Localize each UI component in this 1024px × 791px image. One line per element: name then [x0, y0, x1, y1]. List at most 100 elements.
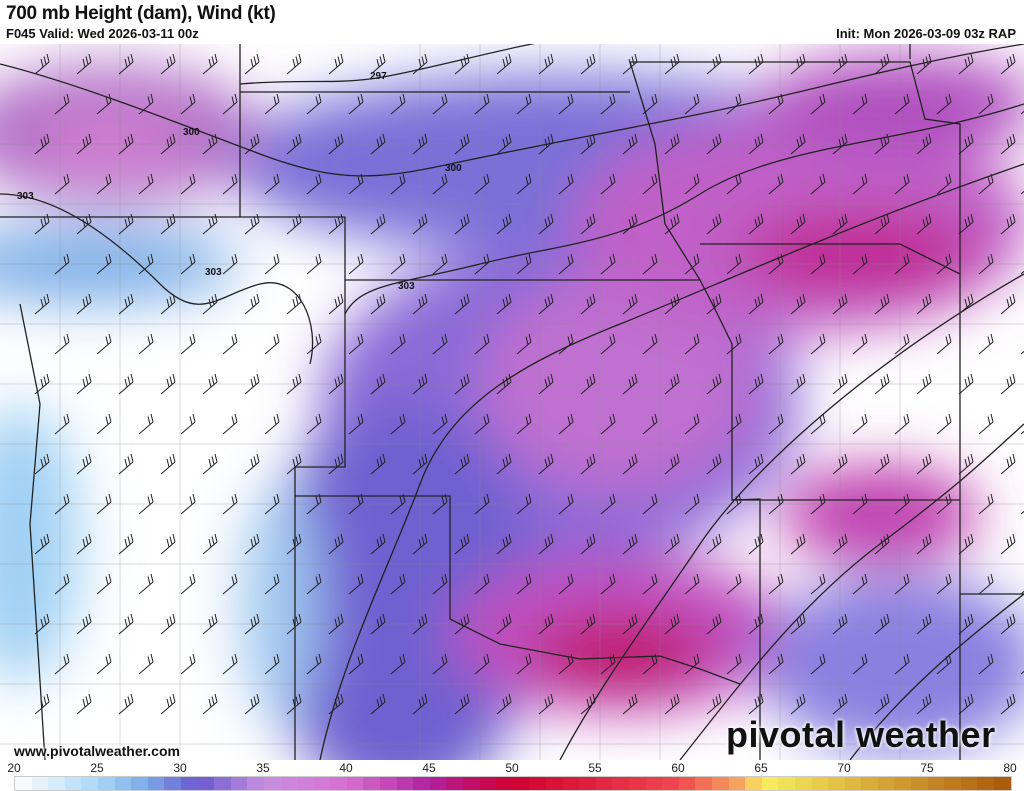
colorbar-segment — [114, 777, 132, 790]
wind-barb — [852, 173, 868, 195]
wind-barb — [600, 413, 616, 435]
wind-barb — [496, 293, 512, 315]
wind-barb — [222, 413, 238, 435]
wind-barb — [664, 533, 680, 555]
wind-barb — [118, 613, 134, 635]
wind-barb — [432, 173, 448, 195]
wind-barb — [138, 93, 154, 115]
wind-barb — [768, 93, 784, 115]
colorbar-segment — [645, 777, 663, 790]
wind-barb — [642, 253, 658, 275]
wind-barb — [286, 213, 302, 235]
wind-barb — [1000, 133, 1016, 155]
wind-barb — [432, 573, 448, 595]
colorbar-segment — [463, 777, 480, 790]
wind-barb — [286, 693, 302, 715]
wind-barb — [222, 253, 238, 275]
wind-barb — [748, 293, 764, 315]
wind-barb — [496, 693, 512, 715]
wind-barb — [958, 293, 974, 315]
wind-barb — [160, 533, 176, 555]
wind-barb — [894, 573, 910, 595]
wind-barb — [978, 253, 994, 275]
wind-barb — [328, 613, 344, 635]
colorbar-tick: 55 — [588, 761, 602, 775]
colorbar-segment — [330, 777, 347, 790]
wind-barb — [706, 693, 722, 715]
wind-barb — [160, 53, 176, 75]
wind-barb — [34, 293, 50, 315]
colorbar-segment — [280, 777, 298, 790]
wind-barb — [790, 453, 806, 475]
wind-barb — [348, 253, 364, 275]
wind-barb — [76, 213, 92, 235]
colorbar-segment — [994, 777, 1011, 790]
wind-barb — [496, 213, 512, 235]
wind-barb — [706, 533, 722, 555]
wind-barb — [832, 453, 848, 475]
wind-barb — [286, 613, 302, 635]
wind-barb — [978, 573, 994, 595]
wind-barb — [622, 373, 638, 395]
wind-barb — [832, 53, 848, 75]
wind-barb — [936, 493, 952, 515]
wind-barb — [138, 653, 154, 675]
wind-barb — [832, 293, 848, 315]
wind-barb — [160, 693, 176, 715]
wind-barb — [600, 573, 616, 595]
wind-barb — [496, 453, 512, 475]
wind-barb — [96, 413, 112, 435]
wind-barb — [222, 573, 238, 595]
wind-barb — [978, 93, 994, 115]
wind-barb — [244, 293, 260, 315]
wind-barb — [642, 493, 658, 515]
website-url[interactable]: www.pivotalweather.com — [14, 743, 180, 759]
wind-barb — [664, 293, 680, 315]
wind-barb — [852, 653, 868, 675]
wind-barb — [138, 333, 154, 355]
wind-barb — [894, 333, 910, 355]
wind-barb — [790, 213, 806, 235]
colorbar-segment — [48, 777, 65, 790]
wind-barb — [852, 413, 868, 435]
wind-barb — [370, 453, 386, 475]
wind-barb — [454, 373, 470, 395]
wind-barb — [328, 373, 344, 395]
wind-barb — [54, 93, 70, 115]
colorbar-segment — [944, 777, 961, 790]
wind-barb — [538, 533, 554, 555]
init-time: Init: Mon 2026-03-09 03z RAP — [836, 26, 1016, 41]
wind-barb — [790, 373, 806, 395]
wind-barb — [726, 333, 742, 355]
colorbar-segment — [977, 777, 995, 790]
wind-barb — [768, 333, 784, 355]
wind-barb — [286, 533, 302, 555]
wind-barb — [1000, 533, 1016, 555]
colorbar-segment — [728, 777, 746, 790]
wind-barb — [936, 573, 952, 595]
wind-barb — [1000, 613, 1016, 635]
wind-barb — [874, 613, 890, 635]
wind-barb — [516, 493, 532, 515]
wind-barb — [96, 253, 112, 275]
wind-barb — [874, 453, 890, 475]
wind-barb — [852, 573, 868, 595]
wind-barb — [936, 413, 952, 435]
wind-barb — [432, 253, 448, 275]
wind-barb — [370, 533, 386, 555]
wind-barb — [706, 293, 722, 315]
wind-barb — [1020, 350, 1024, 355]
colorbar — [14, 776, 1012, 791]
wind-barb — [412, 133, 428, 155]
wind-barb — [118, 693, 134, 715]
colorbar-tick: 70 — [837, 761, 851, 775]
wind-barb — [34, 213, 50, 235]
wind-barb — [852, 93, 868, 115]
wind-barb — [202, 133, 218, 155]
colorbar-tick: 75 — [920, 761, 934, 775]
wind-barb — [538, 293, 554, 315]
colorbar-segment — [911, 777, 928, 790]
wind-barb — [306, 573, 322, 595]
wind-barb — [978, 413, 994, 435]
wind-barb — [642, 333, 658, 355]
